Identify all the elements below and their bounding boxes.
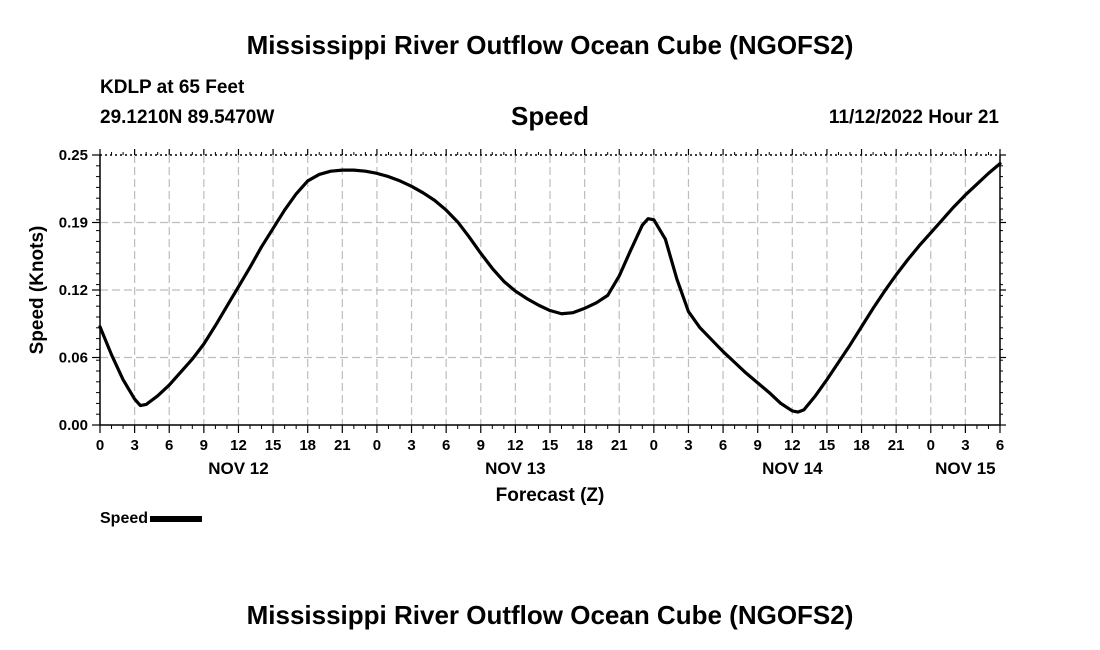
legend: Speed <box>100 510 203 528</box>
date-label: NOV 12 <box>208 459 268 478</box>
x-tick-label: 9 <box>200 437 208 454</box>
date-label: NOV 13 <box>485 459 545 478</box>
x-tick-label: 6 <box>719 437 727 454</box>
x-tick-label: 12 <box>507 437 524 454</box>
date-label: NOV 14 <box>762 459 823 478</box>
x-tick-label: 15 <box>542 437 559 454</box>
chart-title: Speed <box>510 101 590 131</box>
series-line-speed <box>98 162 1002 414</box>
legend-swatch <box>150 516 203 522</box>
x-tick-label: 9 <box>477 437 485 454</box>
x-tick-label: 3 <box>130 437 138 454</box>
x-tick-label: 21 <box>888 437 905 454</box>
x-tick-label: 21 <box>611 437 628 454</box>
station-label: KDLP at 65 Feet <box>100 77 245 98</box>
x-tick-label: 15 <box>265 437 282 454</box>
x-tick-label: 18 <box>299 437 316 454</box>
x-tick-label: 12 <box>784 437 801 454</box>
station-coordinates: 29.1210N 89.5470W <box>100 107 275 128</box>
forecast-timestamp: 11/12/2022 Hour 21 <box>828 107 999 128</box>
x-tick-label: 18 <box>576 437 593 454</box>
x-tick-label: 6 <box>165 437 173 454</box>
x-tick-label: 15 <box>819 437 836 454</box>
y-tick-label: 0.00 <box>59 417 88 434</box>
x-tick-label: 6 <box>996 437 1004 454</box>
y-tick-label: 0.19 <box>59 215 88 232</box>
y-tick-label: 0.12 <box>59 282 88 299</box>
y-tick-label: 0.06 <box>59 350 88 367</box>
x-tick-label: 18 <box>853 437 870 454</box>
date-label: NOV 15 <box>935 459 995 478</box>
x-tick-label: 6 <box>442 437 450 454</box>
x-tick-label: 0 <box>927 437 935 454</box>
y-axis-label: Speed (Knots) <box>27 226 48 355</box>
x-tick-label: 9 <box>754 437 762 454</box>
y-tick-label: 0.25 <box>59 147 88 164</box>
x-tick-label: 21 <box>334 437 351 454</box>
x-tick-label: 3 <box>407 437 415 454</box>
legend-label: Speed <box>100 510 149 527</box>
x-tick-label: 3 <box>684 437 692 454</box>
axes <box>92 149 1006 433</box>
axis-labels: 0 3 6 9 12 15 18 21 0 3 6 9 12 15 18 21 0 3 6 9 12 15 18 21 0 3 6 0… <box>27 147 1004 506</box>
x-tick-label: 3 <box>961 437 969 454</box>
x-tick-label: 0 <box>650 437 658 454</box>
x-tick-label: 0 <box>96 437 104 454</box>
x-tick-label: 12 <box>230 437 247 454</box>
page-title: Mississippi River Outflow Ocean Cube (NG… <box>246 30 854 60</box>
series-layer <box>98 162 1002 414</box>
grid <box>100 155 1000 425</box>
footer-title: Mississippi River Outflow Ocean Cube (NG… <box>246 600 854 630</box>
x-axis-label: Forecast (Z) <box>496 485 605 506</box>
x-tick-label: 0 <box>373 437 381 454</box>
